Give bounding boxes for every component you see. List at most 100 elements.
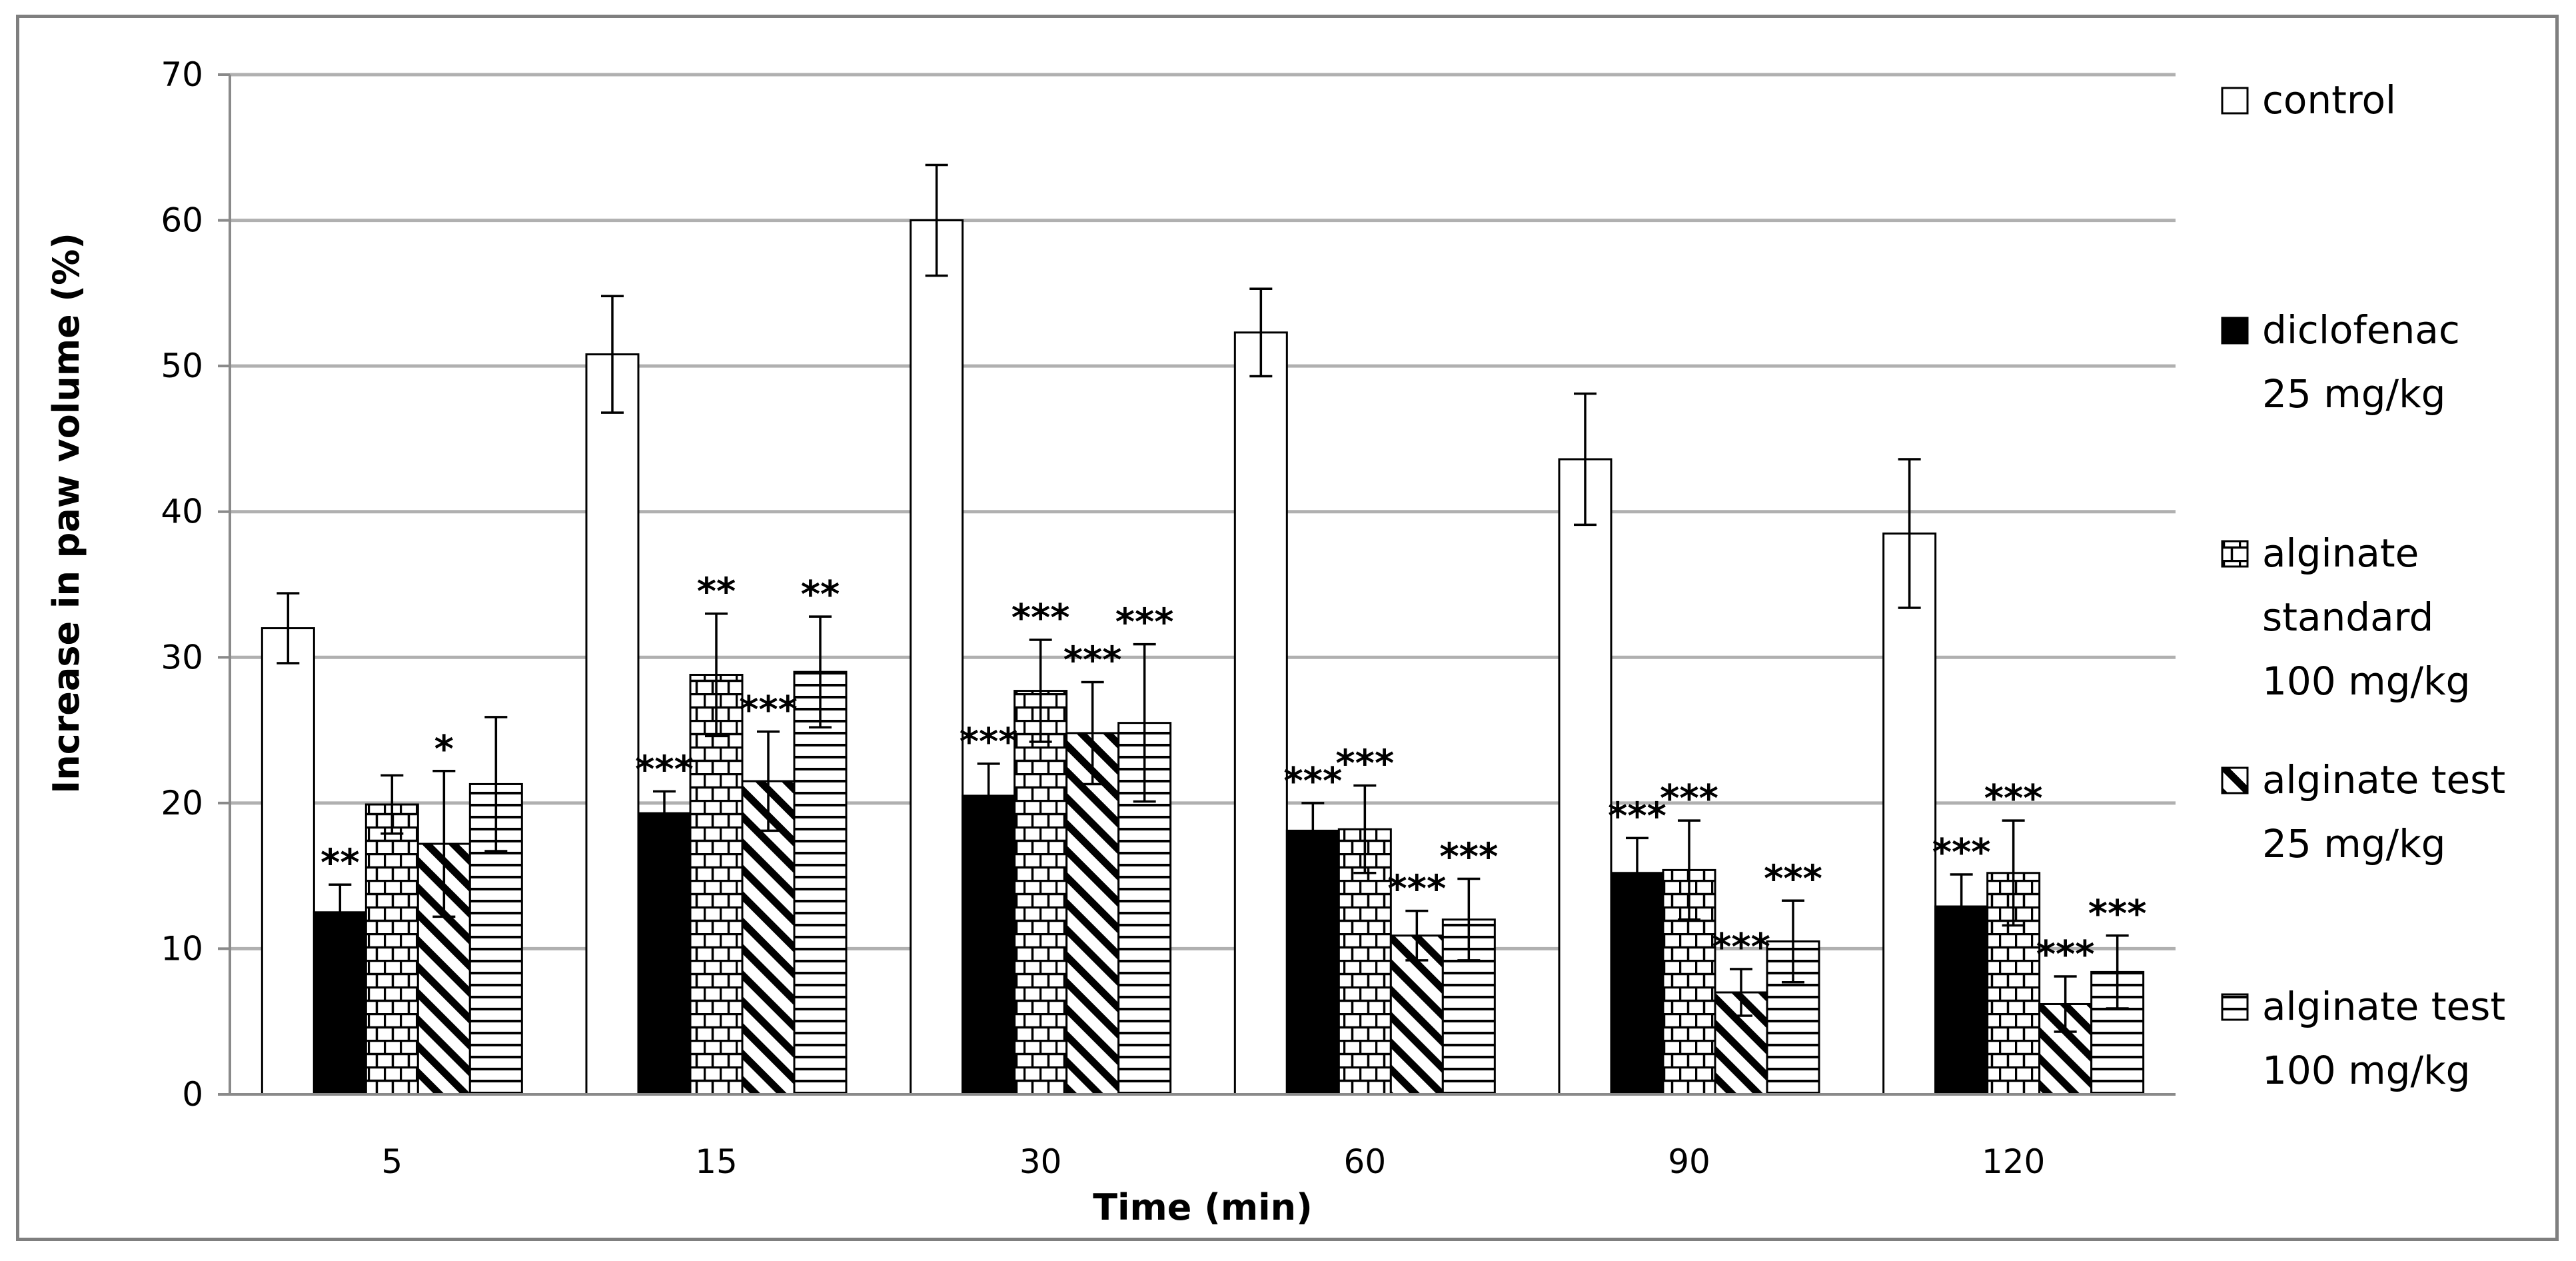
bar bbox=[1065, 732, 1120, 1096]
legend-swatch bbox=[2221, 317, 2249, 345]
legend-item: control bbox=[2221, 77, 2396, 123]
x-tick-label: 60 bbox=[1344, 1142, 1387, 1181]
y-tick-label: 0 bbox=[182, 1075, 203, 1114]
legend-label: alginate test bbox=[2262, 757, 2505, 802]
significance-label: *** bbox=[1283, 760, 1342, 803]
y-axis-ticks: 0 10 20 30 40 50 60 70 bbox=[161, 55, 230, 1114]
error-bar bbox=[1950, 873, 1973, 940]
y-tick-label: 50 bbox=[161, 347, 203, 385]
error-bar bbox=[977, 762, 1000, 829]
error-bar bbox=[601, 295, 624, 414]
significance-label: *** bbox=[1387, 868, 1446, 911]
significance-label: *** bbox=[1063, 638, 1122, 682]
legend-label: alginate test bbox=[2262, 984, 2505, 1029]
bar bbox=[910, 219, 964, 1096]
x-axis-ticks: 5 15 30 60 90 120 bbox=[381, 1142, 2045, 1181]
significance-labels: *** *************************************… bbox=[321, 571, 2147, 976]
bar bbox=[1610, 872, 1664, 1096]
bar bbox=[1013, 690, 1068, 1096]
significance-label: *** bbox=[1984, 777, 2043, 820]
legend-item: alginate test 25 mg/kg bbox=[2221, 757, 2505, 866]
error-bar bbox=[705, 612, 728, 738]
bar bbox=[1558, 458, 1612, 1096]
legend-label: 100 mg/kg bbox=[2262, 1048, 2470, 1093]
error-bar bbox=[1782, 899, 1804, 984]
legend-item: diclofenac 25 mg/kg bbox=[2221, 307, 2460, 417]
error-bar bbox=[2002, 819, 2025, 927]
significance-label: ** bbox=[801, 573, 840, 617]
legend-swatch bbox=[2221, 993, 2249, 1021]
y-tick-label: 40 bbox=[161, 493, 203, 531]
bar bbox=[313, 911, 367, 1096]
error-bar bbox=[2106, 934, 2129, 1010]
bar bbox=[364, 803, 419, 1096]
legend-item: alginate standard 100 mg/kg bbox=[2221, 531, 2470, 704]
error-bar bbox=[1249, 287, 1273, 378]
significance-label: * bbox=[434, 728, 454, 771]
bar bbox=[637, 812, 692, 1096]
error-bar bbox=[1730, 968, 1752, 1017]
bar bbox=[1882, 533, 1937, 1096]
significance-label: *** bbox=[960, 720, 1018, 764]
error-bar bbox=[757, 730, 780, 832]
bar bbox=[1285, 829, 1340, 1096]
x-tick-label: 90 bbox=[1668, 1142, 1710, 1181]
axes bbox=[218, 75, 2176, 1096]
significance-label: *** bbox=[1335, 742, 1394, 786]
error-bar bbox=[1353, 784, 1377, 874]
error-bar bbox=[328, 883, 352, 942]
error-bar bbox=[1029, 638, 1052, 743]
significance-label: *** bbox=[1932, 831, 1991, 874]
error-bars bbox=[277, 163, 2129, 1033]
legend-label: alginate bbox=[2262, 531, 2419, 576]
legend: control diclofenac 25 mg/kg alginate standar… bbox=[2221, 77, 2505, 1093]
significance-label: *** bbox=[1764, 857, 1822, 900]
legend-swatch bbox=[2221, 766, 2249, 794]
error-bar bbox=[925, 163, 948, 277]
y-tick-label: 20 bbox=[161, 784, 203, 822]
bar bbox=[689, 674, 744, 1096]
significance-label: *** bbox=[1011, 597, 1070, 640]
error-bar bbox=[1457, 877, 1481, 962]
legend-label: standard bbox=[2262, 595, 2433, 640]
error-bar bbox=[1133, 642, 1156, 803]
y-tick-label: 60 bbox=[161, 201, 203, 240]
error-bar bbox=[1574, 392, 1597, 527]
y-tick-label: 70 bbox=[161, 55, 203, 94]
significance-label: *** bbox=[2088, 892, 2147, 936]
legend-swatch bbox=[2221, 540, 2249, 568]
bar bbox=[962, 794, 1016, 1096]
legend-label: control bbox=[2262, 77, 2396, 123]
significance-label: ** bbox=[321, 841, 360, 884]
legend-label: diclofenac bbox=[2262, 307, 2460, 353]
significance-label: *** bbox=[1439, 836, 1498, 879]
significance-label: *** bbox=[1115, 601, 1174, 644]
error-bar bbox=[1301, 802, 1325, 860]
error-bar bbox=[1081, 680, 1104, 786]
error-bar bbox=[1626, 836, 1648, 909]
significance-label: *** bbox=[739, 688, 798, 732]
error-bar bbox=[653, 790, 676, 836]
significance-label: *** bbox=[1608, 794, 1666, 838]
significance-label: *** bbox=[635, 748, 694, 791]
error-bar bbox=[1405, 909, 1429, 962]
significance-label: *** bbox=[2036, 933, 2095, 976]
legend-label: 100 mg/kg bbox=[2262, 658, 2470, 704]
bar bbox=[261, 627, 315, 1096]
x-tick-label: 5 bbox=[381, 1142, 402, 1181]
x-tick-label: 15 bbox=[695, 1142, 738, 1181]
x-tick-label: 30 bbox=[1019, 1142, 1062, 1181]
bar bbox=[1233, 331, 1288, 1096]
x-axis-title: Time (min) bbox=[1093, 1186, 1313, 1228]
y-tick-label: 30 bbox=[161, 638, 203, 676]
error-bar bbox=[809, 615, 832, 728]
significance-label: *** bbox=[1712, 926, 1770, 969]
legend-item: alginate test 100 mg/kg bbox=[2221, 984, 2505, 1093]
error-bar bbox=[1678, 819, 1700, 921]
legend-label: 25 mg/kg bbox=[2262, 821, 2446, 866]
x-tick-label: 120 bbox=[1982, 1142, 2045, 1181]
significance-label: ** bbox=[697, 571, 736, 614]
bar bbox=[1389, 934, 1444, 1096]
gridlines bbox=[230, 73, 2176, 950]
